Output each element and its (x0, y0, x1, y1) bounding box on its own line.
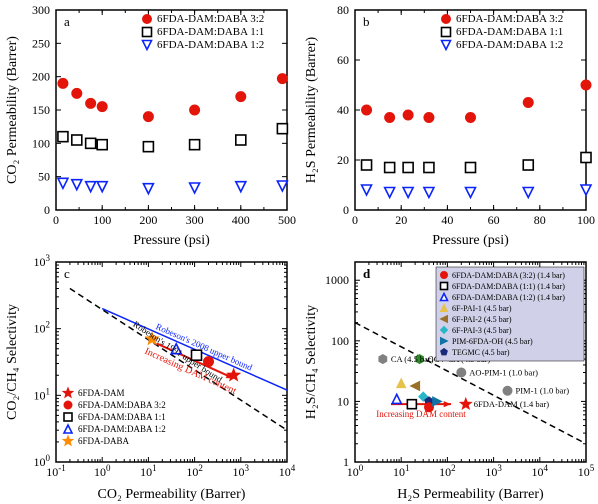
svg-text:103: 103 (233, 463, 250, 479)
svg-text:d: d (363, 266, 371, 281)
svg-text:Increasing DAM content: Increasing DAM content (376, 409, 466, 419)
svg-text:150: 150 (32, 103, 50, 117)
x-axis-label: Pressure (psi) (133, 233, 210, 248)
svg-text:104: 104 (532, 463, 549, 479)
svg-text:102: 102 (34, 320, 51, 336)
svg-text:102: 102 (186, 463, 203, 479)
svg-text:200: 200 (139, 213, 157, 227)
svg-text:H₂S Permeability (Barrer): H₂S Permeability (Barrer) (397, 487, 544, 502)
svg-text:100: 100 (93, 213, 111, 227)
svg-text:6FDA-DAM (1.4 bar): 6FDA-DAM (1.4 bar) (474, 399, 549, 409)
svg-text:300: 300 (186, 213, 204, 227)
svg-text:100: 100 (347, 463, 364, 479)
svg-text:6FDA-DAM:DABA (1:2) (1.4 bar): 6FDA-DAM:DABA (1:2) (1.4 bar) (452, 293, 565, 302)
svg-text:40: 40 (337, 103, 349, 117)
svg-text:CA (4.5 bar): CA (4.5 bar) (391, 354, 434, 364)
legend-item: 6FDA-DAM:DABA 1:2 (157, 39, 264, 51)
svg-text:105: 105 (578, 463, 595, 479)
svg-text:104: 104 (279, 463, 296, 479)
svg-text:6FDA-DAM:DABA 3:2: 6FDA-DAM:DABA 3:2 (78, 400, 166, 410)
svg-text:CO₂ Permeability (Barrer): CO₂ Permeability (Barrer) (98, 487, 246, 502)
svg-text:1000: 1000 (325, 273, 349, 287)
svg-text:CO₂/CH₄ Selectivity: CO₂/CH₄ Selectivity (5, 304, 20, 420)
panel-letter: a (64, 14, 70, 29)
svg-text:60: 60 (488, 213, 500, 227)
svg-text:400: 400 (232, 213, 250, 227)
svg-text:102: 102 (439, 463, 456, 479)
legend-item: 6FDA-DAM:DABA 1:2 (456, 39, 563, 51)
svg-text:103: 103 (34, 253, 51, 269)
svg-text:AO-PIM-1 (1.0 bar): AO-PIM-1 (1.0 bar) (469, 368, 538, 378)
svg-text:10: 10 (337, 394, 349, 408)
svg-text:6F-PAI-2 (4.5 bar: 6F-PAI-2 (4.5 bar) (452, 315, 512, 324)
panel-c: 10-1100101102103104100101102103CO₂ Perme… (0, 252, 299, 504)
svg-text:6FDA-DABA: 6FDA-DABA (78, 436, 130, 446)
svg-text:101: 101 (140, 463, 157, 479)
svg-text:20: 20 (337, 153, 349, 167)
svg-text:80: 80 (534, 213, 546, 227)
svg-text:250: 250 (32, 36, 50, 50)
svg-text:101: 101 (34, 386, 51, 402)
svg-text:0: 0 (44, 203, 50, 217)
svg-text:50: 50 (38, 170, 50, 184)
svg-text:6FDA-DAM:DABA 1:2: 6FDA-DAM:DABA 1:2 (78, 424, 166, 434)
svg-text:20: 20 (395, 213, 407, 227)
svg-text:100: 100 (577, 213, 595, 227)
svg-text:0: 0 (53, 213, 59, 227)
svg-text:6FDA-DAM:DABA 1:1: 6FDA-DAM:DABA 1:1 (78, 412, 166, 422)
svg-text:40: 40 (441, 213, 453, 227)
panel-b: 0 20 40 60 80 100 0 20 40 60 80 Pressure (psi) H₂S P… (299, 0, 598, 252)
svg-text:500: 500 (278, 213, 296, 227)
svg-text:0: 0 (352, 213, 358, 227)
svg-text:100: 100 (331, 334, 349, 348)
svg-text:PIM-6FDA-OH (4.5 bar): PIM-6FDA-OH (4.5 bar) (452, 337, 533, 346)
panel-letter: b (363, 14, 370, 29)
svg-text:101: 101 (393, 463, 410, 479)
svg-text:6FDA-DAM: 6FDA-DAM (78, 388, 125, 398)
svg-text:6FDA-DAM:DABA (1:1) (1.4 bar): 6FDA-DAM:DABA (1:1) (1.4 bar) (452, 282, 565, 291)
x-axis-label: Pressure (psi) (432, 233, 509, 248)
svg-text:6F-PAI-1 (4.5 bar: 6F-PAI-1 (4.5 bar) (452, 304, 512, 313)
svg-text:6F-PAI-3 (4.5 bar: 6F-PAI-3 (4.5 bar) (452, 326, 512, 335)
svg-text:200: 200 (32, 70, 50, 84)
legend-item: 6FDA-DAM:DABA 1:1 (157, 26, 264, 38)
legend-item: 6FDA-DAM:DABA 3:2 (157, 13, 264, 25)
svg-text:300: 300 (32, 3, 50, 17)
svg-text:60: 60 (337, 53, 349, 67)
y-axis-label: H₂S Permeability (Barrer) (304, 36, 319, 183)
svg-text:10-1: 10-1 (46, 463, 66, 479)
panel-d: 100 101 102 103 104 105 1 10 100 1000 H₂S Permeabi… (299, 252, 598, 504)
svg-text:100: 100 (94, 463, 111, 479)
svg-text:80: 80 (337, 3, 349, 17)
svg-text:6FDA-DAM:DABA (3:2) (1.4 bar): 6FDA-DAM:DABA (3:2) (1.4 bar) (452, 271, 565, 280)
svg-text:c: c (64, 266, 70, 281)
svg-text:H₂S/CH₄ Selectivity: H₂S/CH₄ Selectivity (304, 305, 319, 419)
legend-item: 6FDA-DAM:DABA 3:2 (456, 13, 563, 25)
svg-text:100: 100 (32, 136, 50, 150)
svg-text:0: 0 (343, 203, 349, 217)
panel-a: 0 100 200 300 400 500 0 50 100 150 200 250 300 Pressu… (0, 0, 299, 252)
svg-text:TEGMC (4.5 bar): TEGMC (4.5 bar) (452, 348, 510, 357)
legend-item: 6FDA-DAM:DABA 1:1 (456, 26, 563, 38)
y-axis-label: CO₂ Permeability (Barrer) (5, 36, 20, 184)
svg-text:103: 103 (485, 463, 502, 479)
svg-text:PIM-1 (1.0 bar): PIM-1 (1.0 bar) (516, 386, 570, 396)
svg-text:1: 1 (343, 455, 349, 469)
